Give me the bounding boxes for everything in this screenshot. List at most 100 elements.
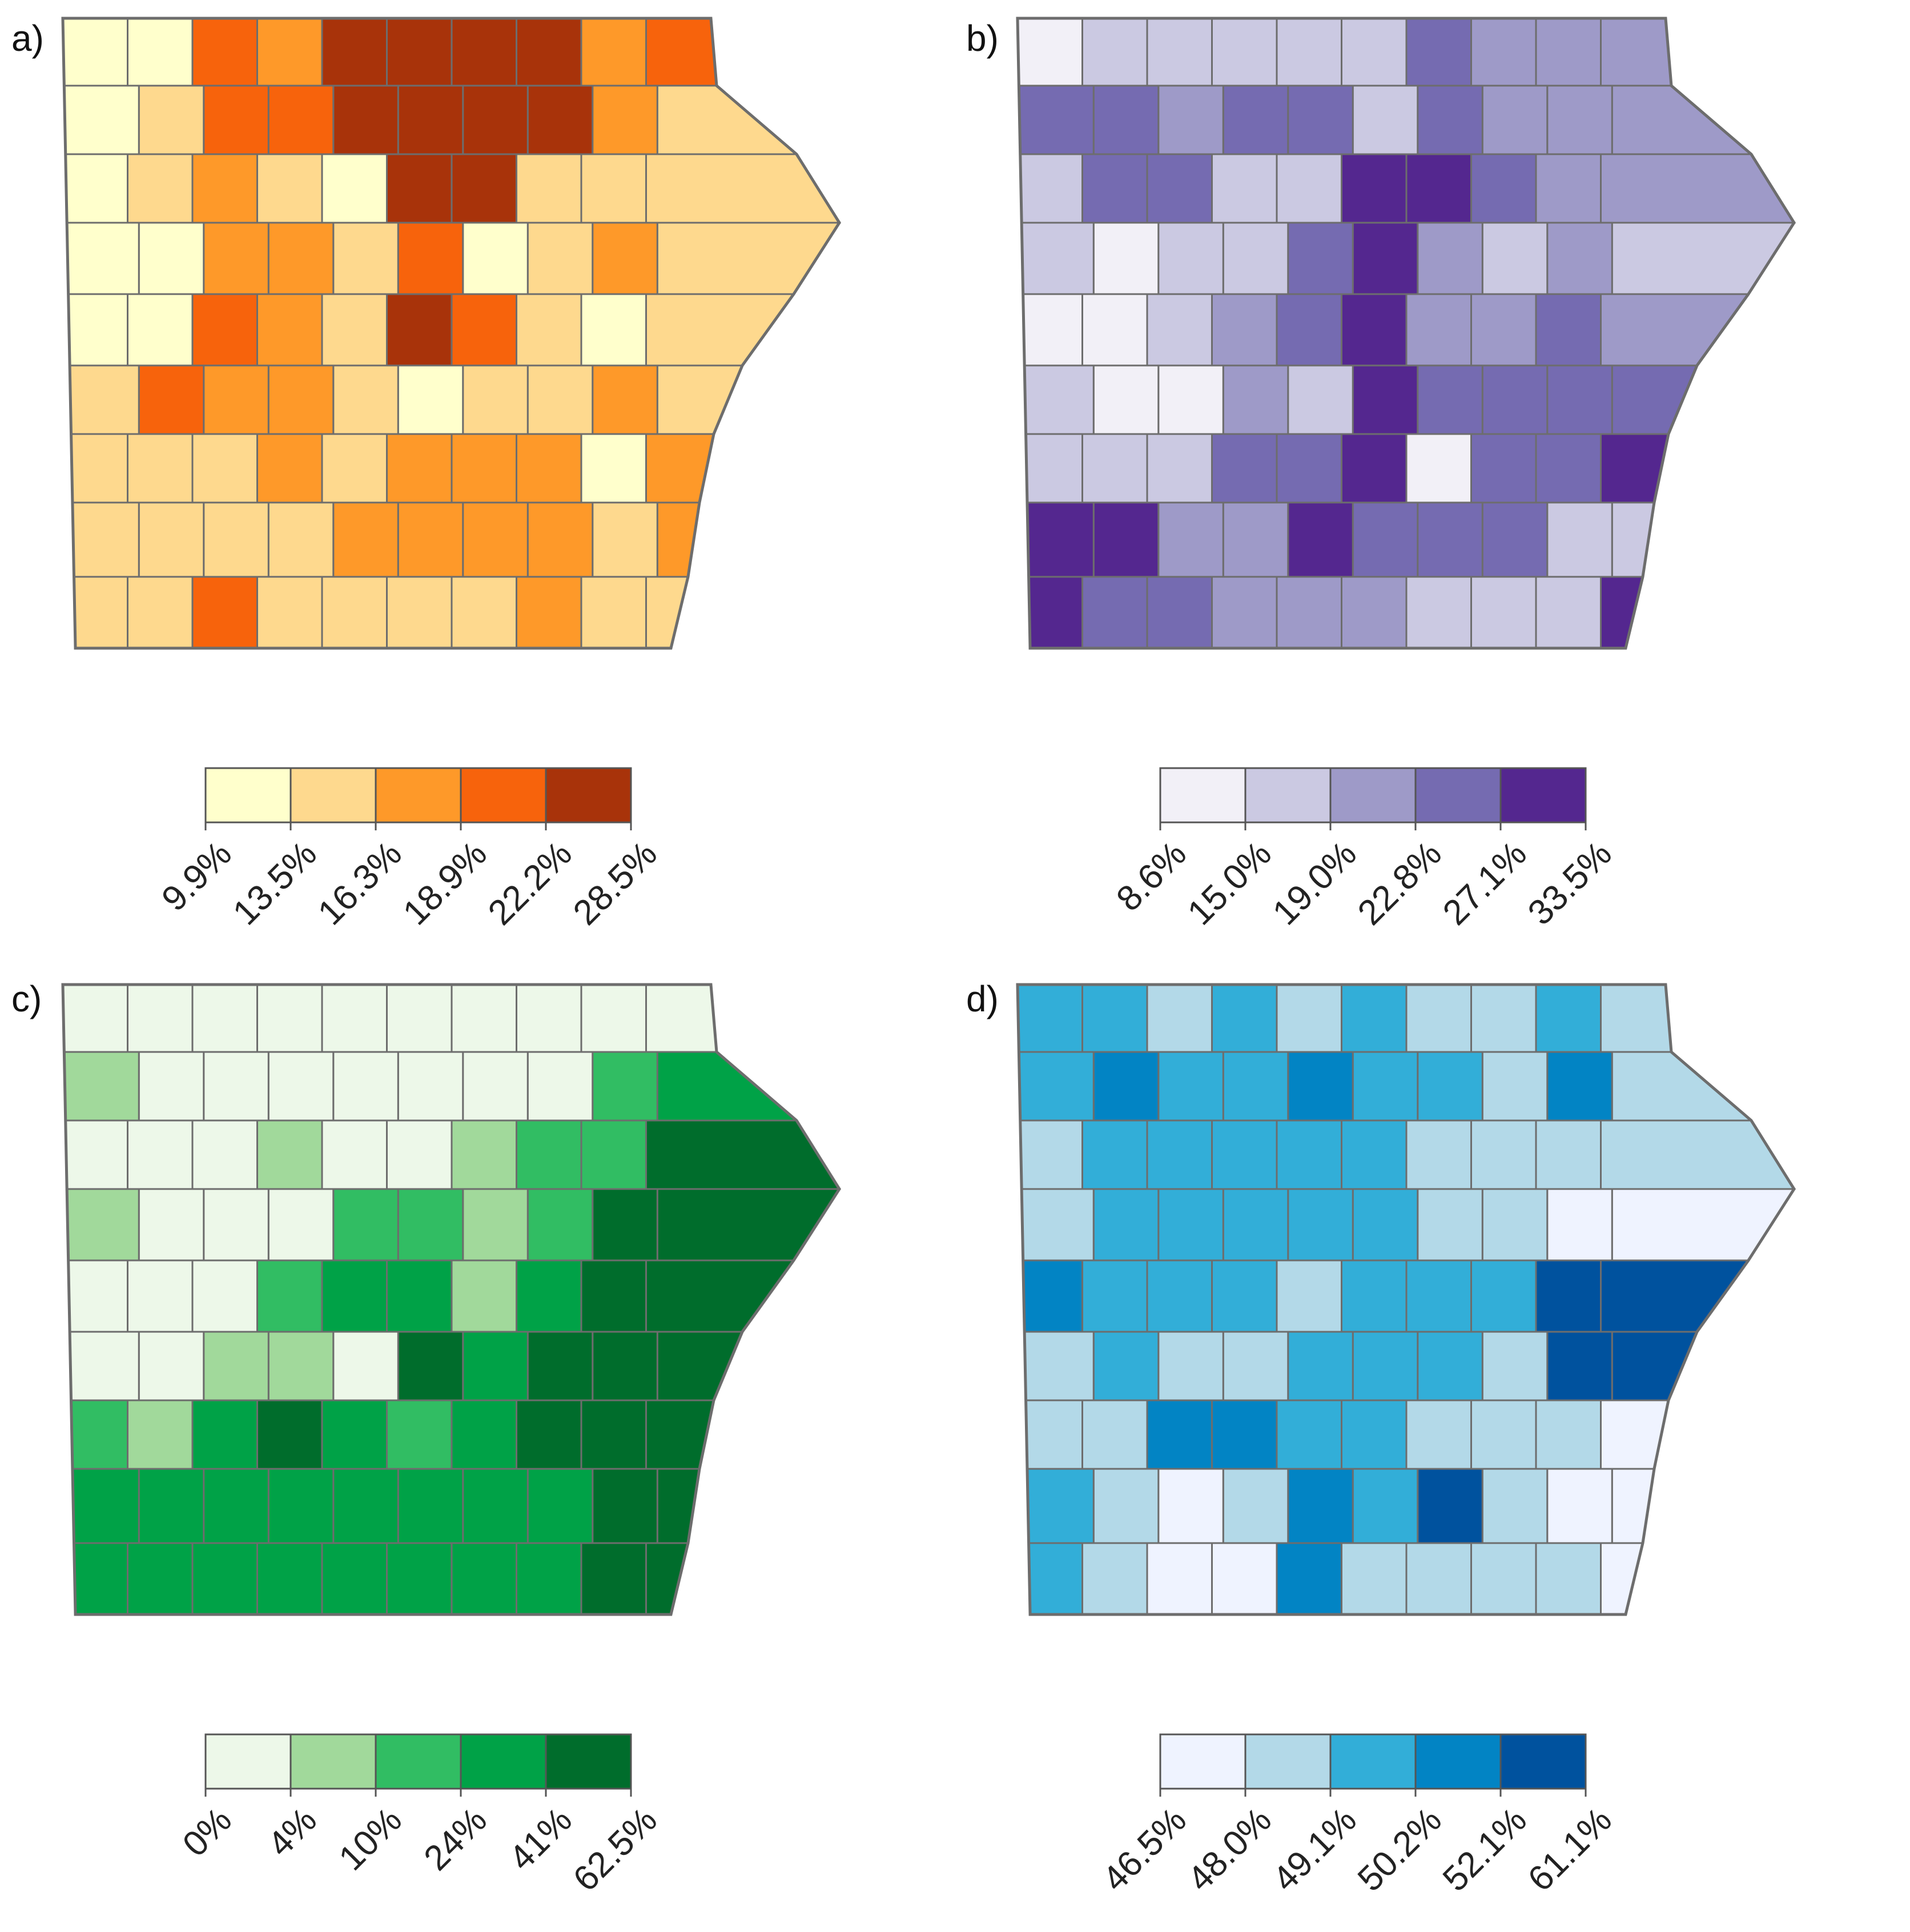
- county: [1417, 501, 1483, 578]
- legend-tick-label: 16.3%: [311, 834, 409, 933]
- legend-swatch: [204, 767, 292, 824]
- county: [462, 1051, 529, 1122]
- county: [451, 983, 517, 1053]
- county: [645, 576, 689, 649]
- county: [267, 85, 335, 155]
- county: [1352, 85, 1419, 155]
- county: [1157, 501, 1224, 578]
- county: [1546, 1468, 1613, 1544]
- county: [67, 293, 128, 367]
- county: [1600, 293, 1750, 367]
- county: [451, 576, 517, 649]
- county: [1028, 1542, 1083, 1616]
- county: [1481, 222, 1549, 295]
- county: [191, 576, 258, 649]
- counties: [1016, 983, 1796, 1616]
- county: [1092, 85, 1160, 155]
- county: [462, 501, 529, 578]
- county: [1352, 1051, 1419, 1122]
- county: [256, 1542, 323, 1616]
- county: [63, 1051, 140, 1122]
- county: [592, 501, 658, 578]
- county: [138, 1051, 205, 1122]
- county: [1211, 17, 1278, 87]
- county: [70, 1399, 128, 1470]
- county: [1287, 1188, 1354, 1262]
- county: [65, 153, 128, 224]
- county: [256, 1119, 323, 1190]
- map-figure: 46.5%48.0%49.1%50.2%52.1%61.1%: [1016, 983, 1796, 1899]
- county: [256, 1399, 323, 1470]
- county: [1276, 1259, 1342, 1333]
- county: [191, 293, 258, 367]
- county: [1222, 1051, 1289, 1122]
- color-legend: 8.6%15.0%19.0%22.8%27.1%33.5%: [1109, 767, 1619, 933]
- county: [1405, 293, 1472, 367]
- legend-swatch: [289, 767, 377, 824]
- county: [1092, 1468, 1160, 1544]
- county: [1276, 576, 1342, 649]
- county: [1222, 1188, 1289, 1262]
- county: [386, 1542, 453, 1616]
- county: [1211, 153, 1278, 224]
- county: [580, 1542, 647, 1616]
- county: [397, 501, 464, 578]
- county: [321, 17, 388, 87]
- county: [592, 1331, 658, 1401]
- county: [1081, 293, 1148, 367]
- county: [1352, 222, 1419, 295]
- county: [138, 1468, 205, 1544]
- legend-tick-label: 27.1%: [1435, 834, 1534, 933]
- county: [386, 1259, 453, 1333]
- county: [1157, 85, 1224, 155]
- county: [1081, 1399, 1148, 1470]
- county: [332, 1051, 399, 1122]
- county: [580, 153, 647, 224]
- county: [1405, 1399, 1472, 1470]
- county: [1019, 1119, 1083, 1190]
- county: [1535, 1399, 1602, 1470]
- county: [656, 222, 841, 295]
- county: [1352, 501, 1419, 578]
- county: [1352, 1331, 1419, 1401]
- legend-tick-label: 10%: [331, 1800, 409, 1878]
- county: [256, 17, 323, 87]
- county: [203, 85, 270, 155]
- county: [1341, 293, 1408, 367]
- county: [203, 1188, 270, 1262]
- county: [1276, 17, 1342, 87]
- legend-swatch: [545, 767, 632, 824]
- county: [1470, 153, 1537, 224]
- county: [256, 576, 323, 649]
- county: [451, 1259, 517, 1333]
- legend-swatch: [1329, 1733, 1417, 1790]
- legend-tick-label: 28.5%: [566, 834, 665, 933]
- county: [1025, 1399, 1083, 1470]
- county: [127, 1399, 194, 1470]
- county: [1276, 1119, 1342, 1190]
- county: [1352, 1188, 1419, 1262]
- county: [516, 1259, 582, 1333]
- county: [1341, 1542, 1408, 1616]
- county: [1081, 1542, 1148, 1616]
- legend-tick-label: 46.5%: [1095, 1800, 1194, 1899]
- county: [127, 17, 194, 87]
- county: [1276, 433, 1342, 504]
- legend-swatch: [375, 767, 462, 824]
- legend-swatch: [1244, 767, 1332, 824]
- county: [1405, 433, 1472, 504]
- county: [526, 1051, 594, 1122]
- legend-tick-label: 13.5%: [226, 834, 324, 933]
- county: [127, 1119, 194, 1190]
- county: [1481, 85, 1549, 155]
- county: [138, 364, 205, 435]
- county: [645, 1119, 841, 1190]
- county: [1081, 17, 1148, 87]
- county: [1600, 576, 1644, 649]
- county: [1211, 1399, 1278, 1470]
- county: [1341, 433, 1408, 504]
- county: [256, 293, 323, 367]
- county: [1481, 1331, 1549, 1401]
- state-outline: [61, 17, 841, 650]
- legend-swatch: [1414, 767, 1502, 824]
